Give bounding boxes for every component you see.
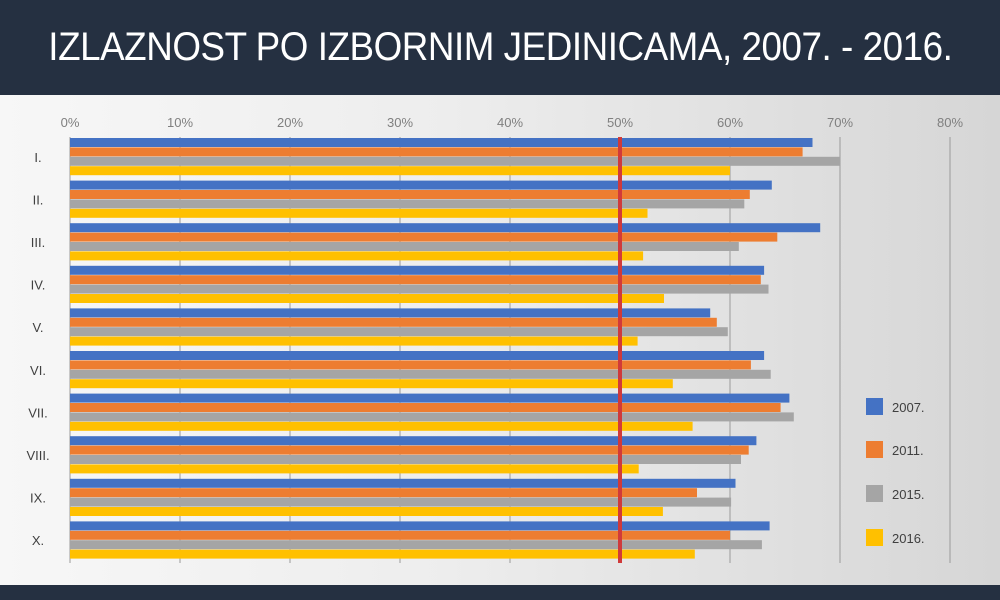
bar-2016-VII [70, 421, 693, 431]
bar-2007-VI [70, 351, 765, 360]
x-tick-label: 20% [277, 115, 303, 130]
bar-2016-VIII [70, 464, 639, 474]
x-axis-ticks: 0% 10% 20% 30% 40% 50% 60% 70% 80% [61, 115, 964, 130]
bar-2015-III [70, 242, 739, 251]
bar-2007-IV [70, 265, 765, 275]
bar-2007-I [70, 138, 813, 147]
bar-2015-VIII [70, 455, 741, 464]
bar-2016-X [70, 549, 695, 559]
bar-2011-V [70, 317, 717, 327]
y-axis-categories: I. II. III. IV. V. VI. VII. VIII. IX. X. [26, 150, 49, 548]
x-tick-label: 10% [167, 115, 193, 130]
bar-2011-VIII [70, 445, 749, 455]
category-label: VII. [28, 405, 48, 420]
bar-2015-VI [70, 369, 771, 379]
bar-2007-II [70, 180, 772, 190]
bar-2016-I [70, 166, 730, 176]
bar-2011-X [70, 530, 730, 540]
bar-2016-V [70, 336, 638, 346]
legend-swatch [866, 398, 883, 415]
legend-label: 2007. [892, 400, 925, 415]
bar-2015-V [70, 327, 728, 337]
bar-2011-VII [70, 403, 781, 412]
bar-2007-X [70, 521, 770, 531]
category-label: IV. [31, 278, 46, 293]
category-label: V. [32, 320, 43, 335]
bar-2016-II [70, 208, 648, 218]
category-label: IX. [30, 491, 46, 506]
bars [70, 138, 840, 559]
footer-bar [0, 585, 1000, 600]
bar-2015-VII [70, 412, 794, 422]
x-tick-label: 80% [937, 115, 963, 130]
bar-2015-X [70, 540, 762, 550]
bar-2011-I [70, 147, 803, 157]
bar-2011-IX [70, 488, 697, 498]
bar-2011-VI [70, 360, 751, 370]
legend-swatch [866, 485, 883, 502]
bar-2015-I [70, 156, 840, 166]
legend-label: 2016. [892, 531, 925, 546]
bar-2015-IV [70, 284, 769, 294]
bar-2007-V [70, 308, 711, 318]
x-tick-label: 40% [497, 115, 523, 130]
bar-2016-VI [70, 379, 673, 389]
x-tick-label: 30% [387, 115, 413, 130]
legend-swatch [866, 441, 883, 458]
x-tick-label: 60% [717, 115, 743, 130]
category-label: I. [34, 150, 41, 165]
bar-2011-II [70, 190, 750, 199]
bar-2007-III [70, 223, 821, 233]
chart-title: IZLAZNOST PO IZBORNIM JEDINICAMA, 2007. … [47, 25, 953, 69]
category-label: II. [33, 192, 44, 207]
x-tick-label: 50% [607, 115, 633, 130]
bar-2015-IX [70, 497, 732, 507]
bar-2007-VIII [70, 436, 757, 446]
x-tick-label: 70% [827, 115, 853, 130]
bar-2011-III [70, 232, 778, 242]
category-label: VI. [30, 363, 46, 378]
legend-label: 2011. [892, 443, 924, 458]
legend-swatch [866, 529, 883, 546]
header-bar: IZLAZNOST PO IZBORNIM JEDINICAMA, 2007. … [0, 0, 1000, 95]
bar-2016-III [70, 251, 644, 261]
bar-2016-IV [70, 294, 664, 303]
category-label: VIII. [26, 448, 49, 463]
bar-2007-VII [70, 393, 790, 403]
legend-label: 2015. [892, 487, 925, 502]
bar-2007-IX [70, 478, 736, 488]
bar-2011-IV [70, 275, 761, 285]
legend: 2007. 2011. 2015. 2016. [866, 398, 925, 546]
category-label: III. [31, 235, 45, 250]
bar-2016-IX [70, 507, 663, 516]
x-tick-label: 0% [61, 115, 80, 130]
bar-2015-II [70, 199, 745, 209]
category-label: X. [32, 533, 44, 548]
